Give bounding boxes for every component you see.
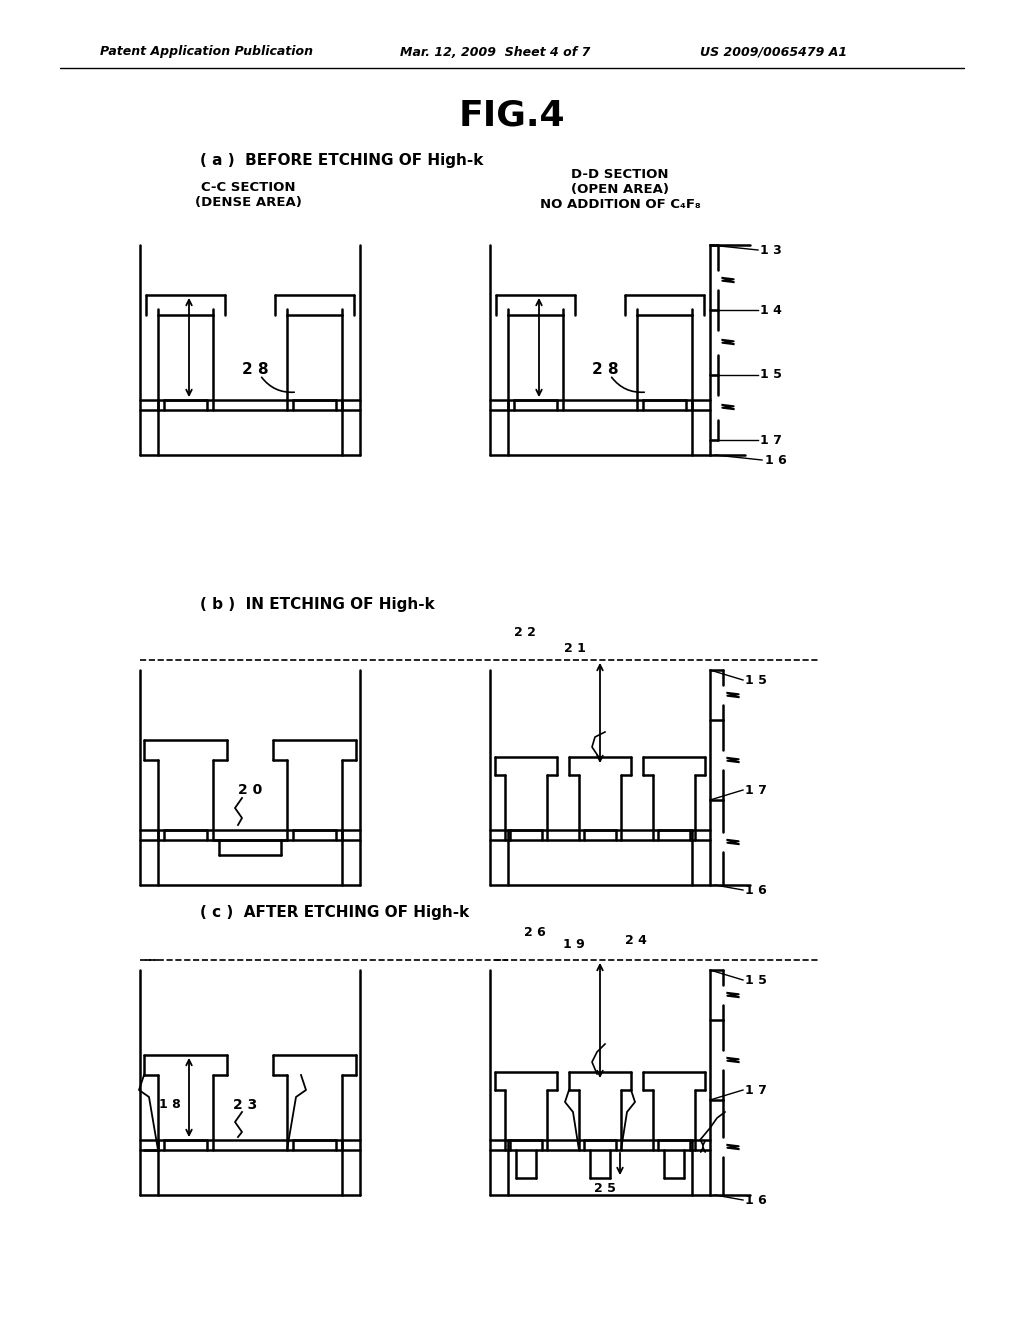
Text: 1 7: 1 7 [745, 1084, 767, 1097]
Text: 2 3: 2 3 [232, 1098, 257, 1111]
Text: Mar. 12, 2009  Sheet 4 of 7: Mar. 12, 2009 Sheet 4 of 7 [400, 45, 591, 58]
Text: 1 7: 1 7 [760, 433, 782, 446]
Text: FIG.4: FIG.4 [459, 98, 565, 132]
Text: 1 7: 1 7 [745, 784, 767, 796]
Text: US 2009/0065479 A1: US 2009/0065479 A1 [700, 45, 847, 58]
Text: 1 6: 1 6 [765, 454, 786, 466]
Text: 1 5: 1 5 [760, 368, 782, 381]
Text: 2 0: 2 0 [238, 783, 262, 797]
Text: Patent Application Publication: Patent Application Publication [100, 45, 313, 58]
Text: 2 4: 2 4 [625, 933, 647, 946]
Text: 1 6: 1 6 [745, 883, 767, 896]
Text: 2 8: 2 8 [592, 363, 618, 378]
Text: 1 5: 1 5 [745, 974, 767, 986]
Text: 1 8: 1 8 [159, 1098, 181, 1111]
Text: 2 1: 2 1 [564, 642, 586, 655]
Text: C-C SECTION
(DENSE AREA): C-C SECTION (DENSE AREA) [195, 181, 301, 209]
Text: 1 5: 1 5 [745, 673, 767, 686]
Text: 2 2: 2 2 [514, 627, 536, 639]
Text: 1 3: 1 3 [760, 243, 781, 256]
Text: D-D SECTION
(OPEN AREA)
NO ADDITION OF C₄F₈: D-D SECTION (OPEN AREA) NO ADDITION OF C… [540, 169, 700, 211]
Text: 2 5: 2 5 [594, 1181, 616, 1195]
Text: 1 4: 1 4 [760, 304, 782, 317]
Text: 1 6: 1 6 [745, 1193, 767, 1206]
Text: ( c )  AFTER ETCHING OF High-k: ( c ) AFTER ETCHING OF High-k [200, 904, 469, 920]
Text: ( a )  BEFORE ETCHING OF High-k: ( a ) BEFORE ETCHING OF High-k [200, 153, 483, 168]
Text: 1 9: 1 9 [563, 937, 585, 950]
Text: 2 8: 2 8 [242, 363, 268, 378]
Text: ( b )  IN ETCHING OF High-k: ( b ) IN ETCHING OF High-k [200, 598, 435, 612]
Text: 2 6: 2 6 [524, 927, 546, 940]
